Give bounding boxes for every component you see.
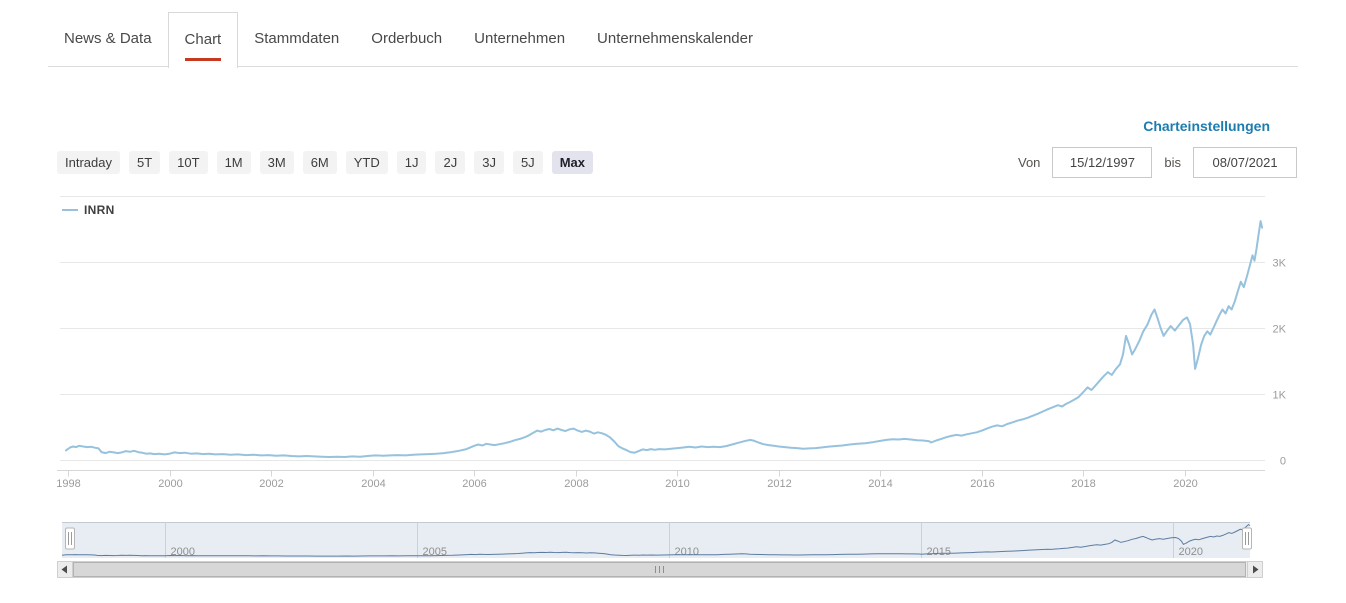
date-to-label: bis [1164,155,1182,170]
date-range-controls: Von bis [1018,147,1298,178]
x-axis-tick-label: 2002 [259,478,283,490]
range-button-6m[interactable]: 6M [302,151,337,174]
x-axis-tick-label: 2018 [1071,478,1095,490]
active-tab-underline [184,58,222,61]
x-axis-tick-label: 2008 [564,478,588,490]
navigator-series [61,523,1251,557]
tabbar-divider [48,66,1298,67]
range-button-1j[interactable]: 1J [396,151,427,174]
y-axis-tick-label: 3K [1273,258,1287,270]
tab-unternehmenskalender[interactable]: Unternehmenskalender [597,30,753,47]
range-button-3j[interactable]: 3J [474,151,504,174]
range-button-5j[interactable]: 5J [512,151,543,174]
navigator-tick-label: 2015 [927,546,951,558]
x-axis-tick-label: 2006 [462,478,486,490]
scrollbar-left-arrow-button[interactable] [57,561,73,578]
tab-orderbuch[interactable]: Orderbuch [371,30,443,47]
plot-area[interactable] [60,196,1265,470]
x-axis-tick-label: 2004 [361,478,385,490]
scrollbar-grip-icon [655,566,664,573]
x-axis-tick-label: 1998 [56,478,80,490]
x-axis-tick-label: 2012 [767,478,791,490]
left-arrow-icon [61,565,67,574]
range-button-3m[interactable]: 3M [259,151,294,174]
tab-unternehmen[interactable]: Unternehmen [474,30,566,47]
range-button-bar: Intraday 5T 10T 1M 3M 6M YTD 1J 2J 3J 5J… [57,151,593,174]
navigator-background[interactable] [62,522,1250,558]
legend-series-name: INRN [84,203,115,217]
range-button-10t[interactable]: 10T [169,151,208,174]
x-axis-tick-label: 2016 [970,478,994,490]
range-button-5t[interactable]: 5T [128,151,161,174]
legend-line-icon [62,209,78,211]
price-line-series [65,220,1264,458]
x-axis-tick-label: 2020 [1173,478,1197,490]
x-axis-labels: 1998 2000 2002 2004 2006 2008 2010 2012 2014 2016… [56,478,1197,490]
tab-chart[interactable]: Chart [167,12,239,68]
date-to-input[interactable] [1193,147,1298,178]
range-button-1m[interactable]: 1M [216,151,251,174]
x-axis [57,470,1265,477]
range-button-2j[interactable]: 2J [435,151,466,174]
date-from-label: Von [1018,155,1041,170]
date-from-input[interactable] [1052,147,1153,178]
navigator-tick-label: 2020 [1179,546,1203,558]
navigator-left-handle[interactable] [65,527,75,550]
navigator-gridlines [165,522,1174,558]
y-axis-labels: 0 1K 2K 3K [1273,258,1287,468]
x-axis-tick-label: 2014 [868,478,892,490]
x-axis-tick-label: 2010 [665,478,689,490]
navigator-tick-label: 2010 [675,546,699,558]
range-button-max[interactable]: Max [551,151,593,174]
horizontal-scrollbar [57,561,1263,578]
charteinstellungen-link[interactable]: Charteinstellungen [1143,118,1270,134]
main-gridlines [60,196,1265,461]
scrollbar-right-arrow-button[interactable] [1247,561,1263,578]
y-axis-tick-label: 0 [1280,456,1286,468]
right-arrow-icon [1253,565,1259,574]
tab-stammdaten[interactable]: Stammdaten [254,30,340,47]
tab-news-data[interactable]: News & Data [64,30,152,47]
range-button-intraday[interactable]: Intraday [57,151,120,174]
y-axis-tick-label: 1K [1273,390,1287,402]
tab-chart-label: Chart [184,31,222,48]
chart-legend[interactable]: INRN [62,203,115,217]
x-axis-tick-label: 2000 [158,478,182,490]
y-axis-tick-label: 2K [1273,324,1287,336]
tab-bar: News & Data Chart Stammdaten Orderbuch U… [48,12,769,68]
range-button-ytd[interactable]: YTD [345,151,388,174]
navigator-tick-label: 2000 [171,546,195,558]
navigator-right-handle[interactable] [1242,527,1252,550]
navigator-tick-label: 2005 [423,546,447,558]
